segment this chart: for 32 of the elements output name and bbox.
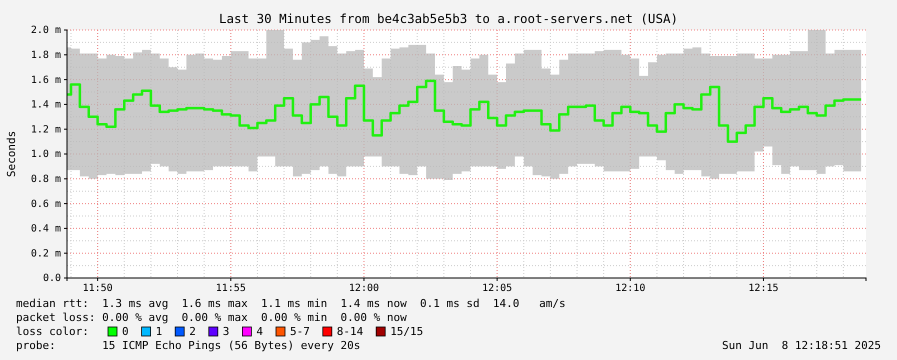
x-tick-label: 11:55 — [216, 283, 246, 294]
y-tick-label: 1.0 m — [30, 149, 61, 160]
y-axis-title: Seconds — [5, 130, 18, 178]
text: 2 — [189, 325, 196, 338]
y-tick-label: 0.0 — [42, 273, 61, 284]
text: median rtt: 1.3 ms avg 1.6 ms max 1.1 ms min 1.4 ms now 0.1 ms sd 14.0 am/s — [16, 297, 566, 310]
y-tick-label: 1.2 m — [30, 124, 61, 136]
text: 8-14 — [336, 325, 364, 338]
y-tick-label: 0.8 m — [30, 174, 61, 185]
y-tick-label: 2.0 m — [30, 25, 61, 36]
y-tick-label: 1.6 m — [30, 74, 61, 86]
text: 5-7 — [290, 325, 310, 338]
x-tick-label: 12:10 — [615, 283, 646, 294]
y-tick-label: 0.6 m — [30, 198, 61, 210]
x-tick-label: 12:15 — [748, 283, 779, 294]
text: 1 — [156, 325, 162, 338]
text: packet loss: 0.00 % avg 0.00 % max 0.00 % min 0.00 % now — [16, 311, 408, 324]
text: 0 — [122, 325, 129, 338]
text: 4 — [256, 325, 264, 338]
y-tick-label: 1.8 m — [30, 50, 61, 61]
text: 3 — [222, 325, 230, 338]
x-tick-label: 12:00 — [348, 283, 380, 294]
y-tick-label: 1.4 m — [30, 100, 61, 111]
text: loss color: — [16, 325, 89, 338]
text: probe: 15 ICMP Echo Pings (56 Bytes) every 20s — [16, 339, 360, 352]
y-tick-label: 0.2 m — [30, 248, 61, 260]
chart-title: Last 30 Minutes from be4c3ab5e5b3 to a.root-servers.net (USA) — [218, 11, 678, 26]
x-tick-label: 12:05 — [482, 283, 512, 294]
x-tick-label: 11:50 — [82, 283, 113, 294]
text: 15/15 — [390, 325, 424, 338]
y-tick-label: 0.4 m — [30, 224, 61, 235]
text: Sun Jun 8 12:18:51 2025 — [722, 339, 881, 352]
